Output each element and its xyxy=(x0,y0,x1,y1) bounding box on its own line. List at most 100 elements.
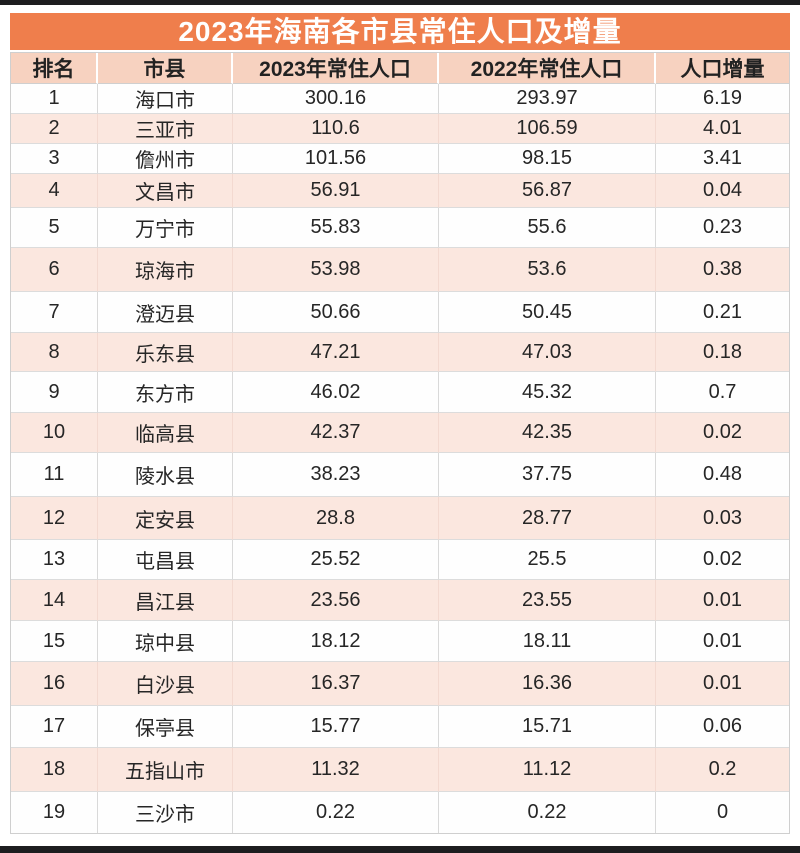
rank-cell: 17 xyxy=(11,706,98,748)
rank-cell: 6 xyxy=(11,248,98,292)
rank-cell: 4 xyxy=(11,174,98,208)
header-row: 排名 市县 2023年常住人口 2022年常住人口 人口增量 xyxy=(11,53,789,84)
pop-2023-cell: 42.37 xyxy=(233,413,439,453)
rank-cell: 9 xyxy=(11,372,98,413)
population-table-card: 2023年海南各市县常住人口及增量 排名 市县 2023年常住人口 2022年常… xyxy=(10,13,790,834)
table-row: 18 五指山市 11.32 11.12 0.2 xyxy=(11,748,789,792)
county-cell: 三亚市 xyxy=(98,114,233,144)
county-cell: 琼海市 xyxy=(98,248,233,292)
table-row: 12 定安县 28.8 28.77 0.03 xyxy=(11,497,789,540)
table-row: 10 临高县 42.37 42.35 0.02 xyxy=(11,413,789,453)
column-header-rank: 排名 xyxy=(11,53,98,84)
rank-cell: 11 xyxy=(11,453,98,497)
pop-2022-cell: 23.55 xyxy=(439,580,656,621)
rank-cell: 8 xyxy=(11,333,98,372)
rank-cell: 3 xyxy=(11,144,98,174)
pop-2022-cell: 53.6 xyxy=(439,248,656,292)
growth-cell: 6.19 xyxy=(656,84,789,114)
county-cell: 海口市 xyxy=(98,84,233,114)
pop-2023-cell: 15.77 xyxy=(233,706,439,748)
rank-cell: 1 xyxy=(11,84,98,114)
rank-cell: 7 xyxy=(11,292,98,333)
top-frame-bar xyxy=(0,0,800,5)
pop-2022-cell: 0.22 xyxy=(439,792,656,833)
pop-2022-cell: 56.87 xyxy=(439,174,656,208)
growth-cell: 0.38 xyxy=(656,248,789,292)
table-row: 5 万宁市 55.83 55.6 0.23 xyxy=(11,208,789,248)
growth-cell: 0.03 xyxy=(656,497,789,540)
rank-cell: 15 xyxy=(11,621,98,662)
pop-2023-cell: 25.52 xyxy=(233,540,439,580)
pop-2022-cell: 37.75 xyxy=(439,453,656,497)
county-cell: 三沙市 xyxy=(98,792,233,833)
rank-cell: 2 xyxy=(11,114,98,144)
growth-cell: 0.01 xyxy=(656,662,789,706)
pop-2022-cell: 11.12 xyxy=(439,748,656,792)
pop-2022-cell: 25.5 xyxy=(439,540,656,580)
growth-cell: 0.02 xyxy=(656,540,789,580)
table-title: 2023年海南各市县常住人口及增量 xyxy=(10,13,790,50)
table-row: 6 琼海市 53.98 53.6 0.38 xyxy=(11,248,789,292)
pop-2023-cell: 11.32 xyxy=(233,748,439,792)
table-row: 7 澄迈县 50.66 50.45 0.21 xyxy=(11,292,789,333)
pop-2022-cell: 293.97 xyxy=(439,84,656,114)
table-row: 2 三亚市 110.6 106.59 4.01 xyxy=(11,114,789,144)
population-table: 排名 市县 2023年常住人口 2022年常住人口 人口增量 1 海口市 300.1… xyxy=(10,52,790,834)
pop-2023-cell: 46.02 xyxy=(233,372,439,413)
pop-2022-cell: 28.77 xyxy=(439,497,656,540)
growth-cell: 3.41 xyxy=(656,144,789,174)
growth-cell: 0.21 xyxy=(656,292,789,333)
county-cell: 万宁市 xyxy=(98,208,233,248)
pop-2023-cell: 38.23 xyxy=(233,453,439,497)
growth-cell: 0.04 xyxy=(656,174,789,208)
growth-cell: 0.18 xyxy=(656,333,789,372)
county-cell: 东方市 xyxy=(98,372,233,413)
table-row: 14 昌江县 23.56 23.55 0.01 xyxy=(11,580,789,621)
pop-2022-cell: 16.36 xyxy=(439,662,656,706)
growth-cell: 0.23 xyxy=(656,208,789,248)
county-cell: 陵水县 xyxy=(98,453,233,497)
table-row: 16 白沙县 16.37 16.36 0.01 xyxy=(11,662,789,706)
table-row: 1 海口市 300.16 293.97 6.19 xyxy=(11,84,789,114)
rank-cell: 5 xyxy=(11,208,98,248)
table-row: 17 保亭县 15.77 15.71 0.06 xyxy=(11,706,789,748)
rank-cell: 12 xyxy=(11,497,98,540)
growth-cell: 4.01 xyxy=(656,114,789,144)
table-row: 13 屯昌县 25.52 25.5 0.02 xyxy=(11,540,789,580)
pop-2023-cell: 53.98 xyxy=(233,248,439,292)
table-row: 19 三沙市 0.22 0.22 0 xyxy=(11,792,789,833)
table-row: 15 琼中县 18.12 18.11 0.01 xyxy=(11,621,789,662)
county-cell: 儋州市 xyxy=(98,144,233,174)
pop-2023-cell: 0.22 xyxy=(233,792,439,833)
pop-2023-cell: 50.66 xyxy=(233,292,439,333)
county-cell: 白沙县 xyxy=(98,662,233,706)
growth-cell: 0 xyxy=(656,792,789,833)
county-cell: 屯昌县 xyxy=(98,540,233,580)
pop-2022-cell: 18.11 xyxy=(439,621,656,662)
growth-cell: 0.02 xyxy=(656,413,789,453)
column-header-growth: 人口增量 xyxy=(656,53,789,84)
pop-2023-cell: 28.8 xyxy=(233,497,439,540)
county-cell: 临高县 xyxy=(98,413,233,453)
pop-2023-cell: 16.37 xyxy=(233,662,439,706)
growth-cell: 0.06 xyxy=(656,706,789,748)
table-row: 8 乐东县 47.21 47.03 0.18 xyxy=(11,333,789,372)
pop-2022-cell: 45.32 xyxy=(439,372,656,413)
column-header-county: 市县 xyxy=(98,53,233,84)
rank-cell: 10 xyxy=(11,413,98,453)
growth-cell: 0.01 xyxy=(656,621,789,662)
rank-cell: 14 xyxy=(11,580,98,621)
pop-2023-cell: 110.6 xyxy=(233,114,439,144)
pop-2023-cell: 56.91 xyxy=(233,174,439,208)
rank-cell: 13 xyxy=(11,540,98,580)
pop-2023-cell: 300.16 xyxy=(233,84,439,114)
table-body: 1 海口市 300.16 293.97 6.19 2 三亚市 110.6 106.59 4.01 3… xyxy=(11,84,789,833)
growth-cell: 0.2 xyxy=(656,748,789,792)
rank-cell: 19 xyxy=(11,792,98,833)
bottom-frame-bar xyxy=(0,846,800,853)
table-row: 9 东方市 46.02 45.32 0.7 xyxy=(11,372,789,413)
pop-2023-cell: 47.21 xyxy=(233,333,439,372)
pop-2023-cell: 18.12 xyxy=(233,621,439,662)
table-row: 4 文昌市 56.91 56.87 0.04 xyxy=(11,174,789,208)
